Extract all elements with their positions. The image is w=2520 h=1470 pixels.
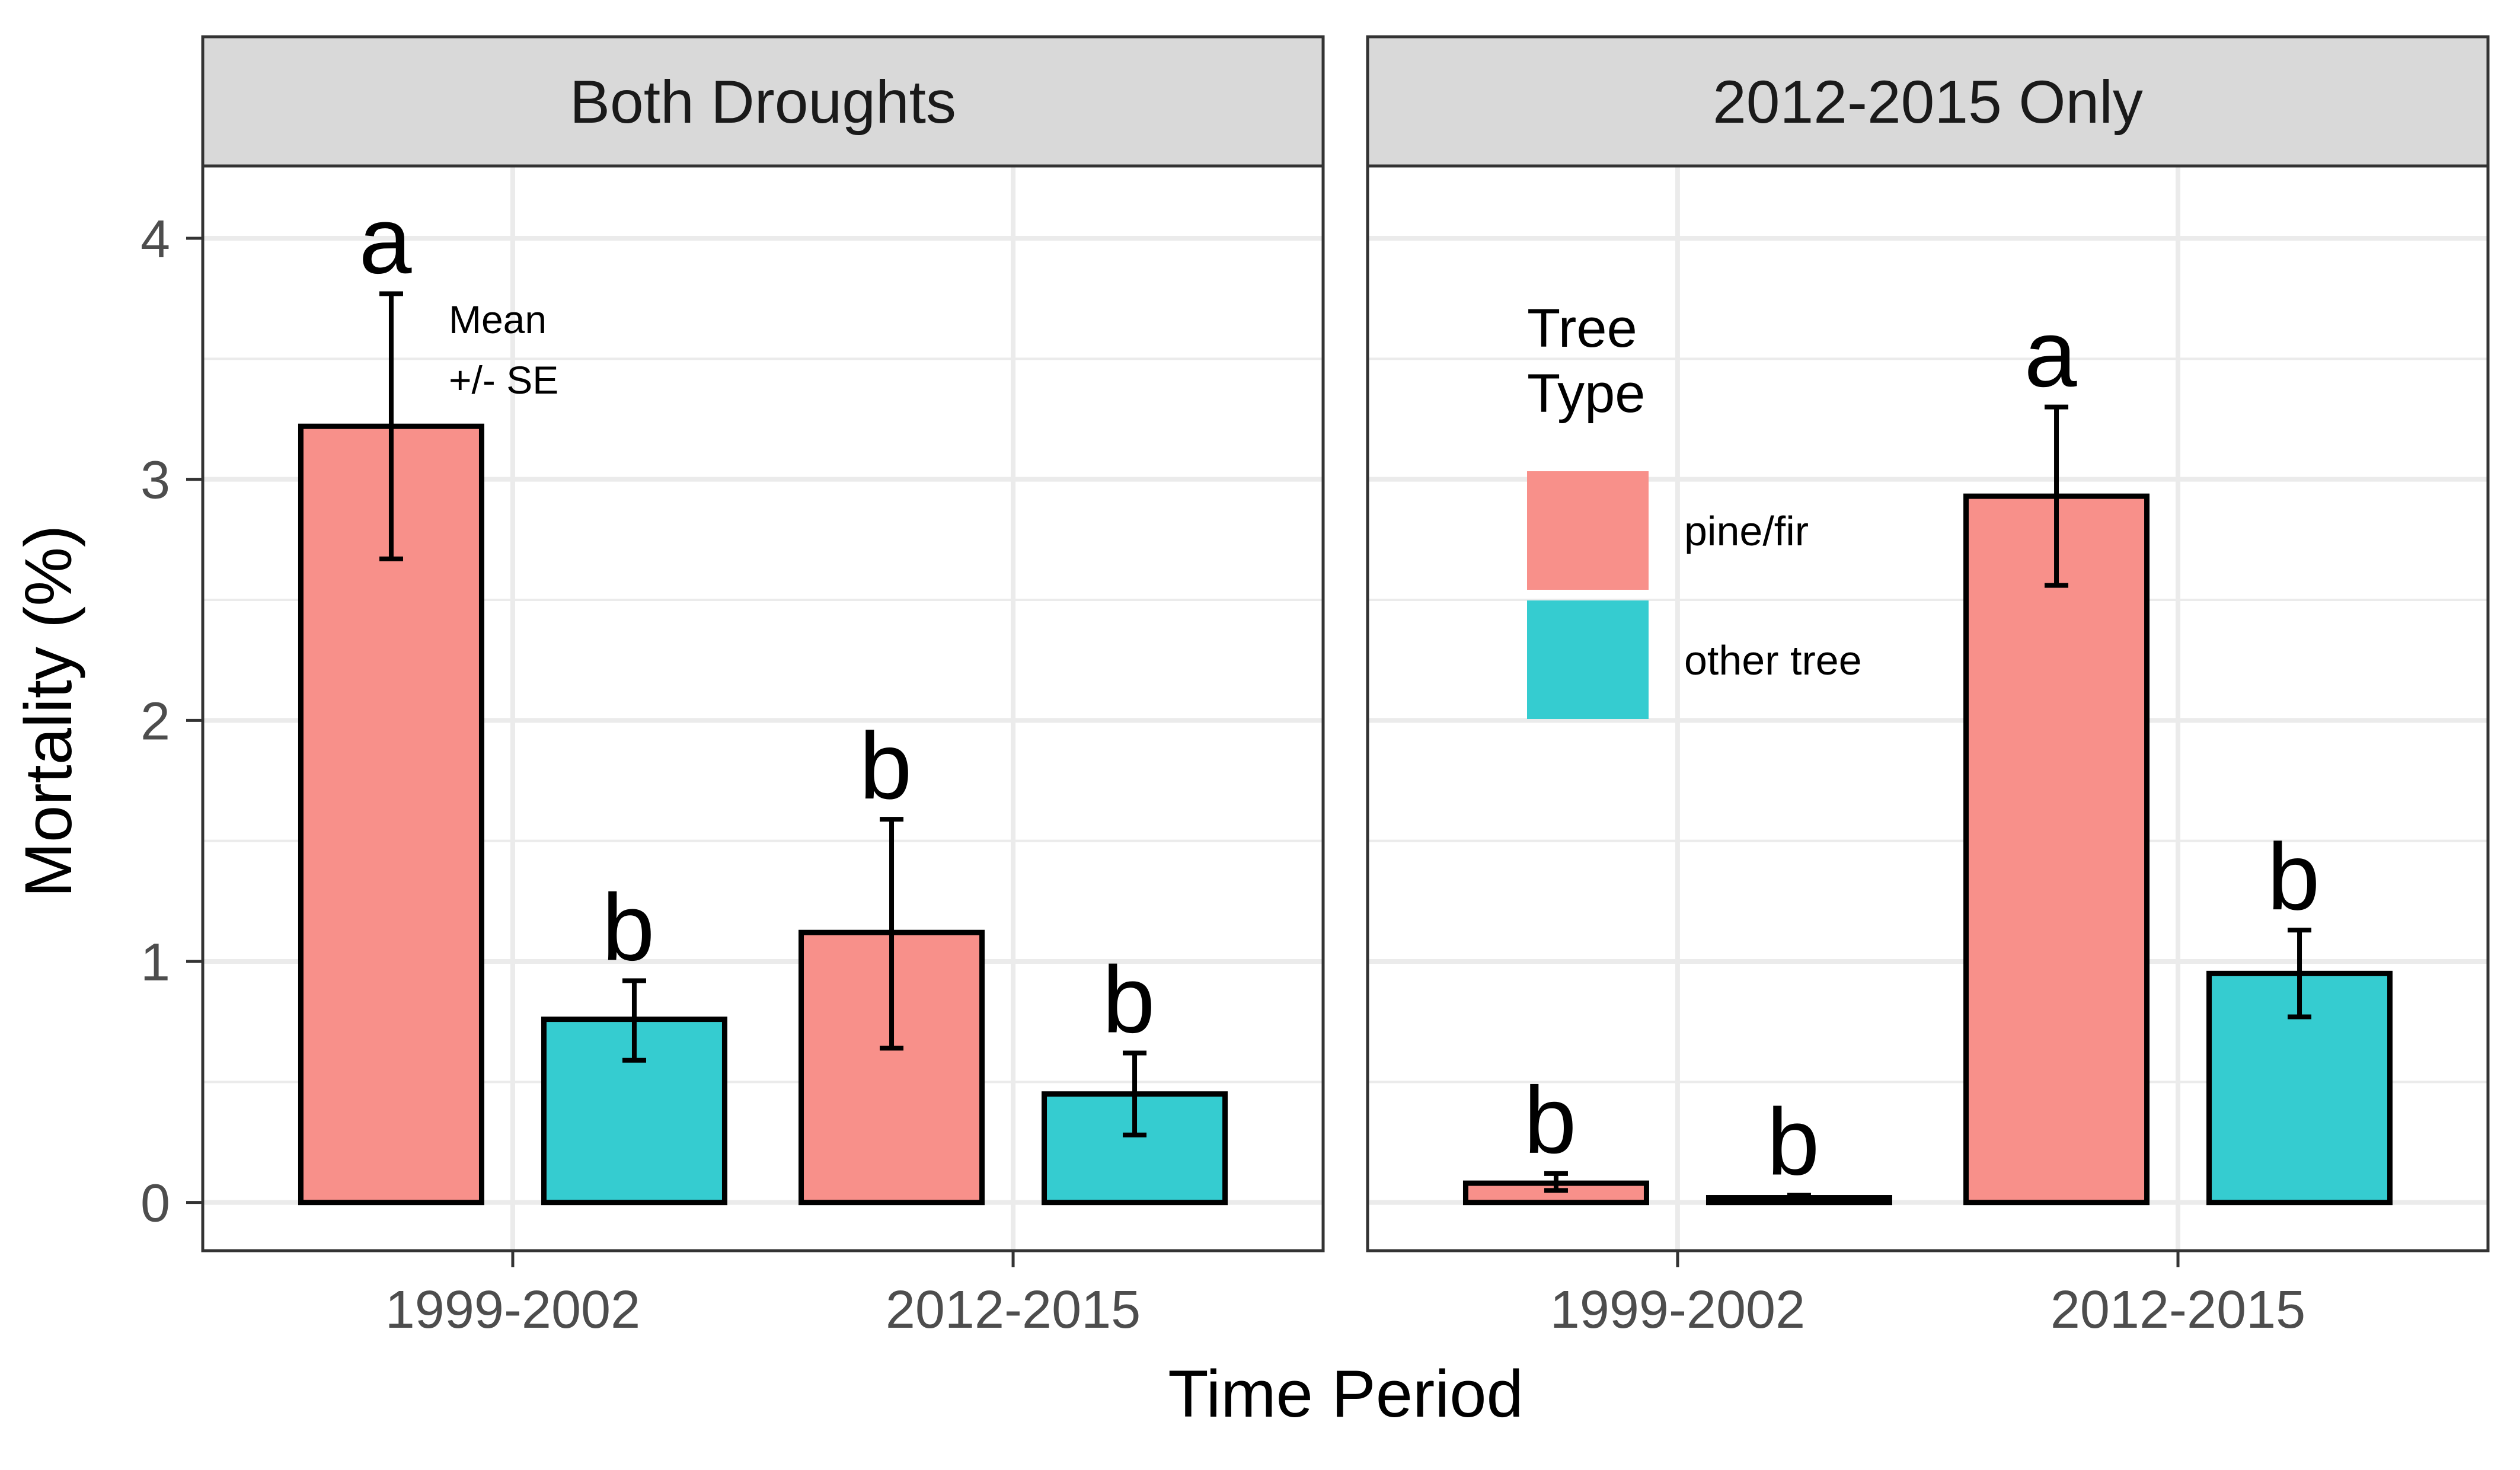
bar xyxy=(1963,493,2150,1206)
significance-letter: b xyxy=(2267,823,2320,929)
legend-key xyxy=(1527,600,1649,719)
y-tick-label: 3 xyxy=(140,451,170,510)
legend-title: Type xyxy=(1527,363,1645,424)
x-tick-label: 2012-2015 xyxy=(2051,1280,2305,1340)
se-annotation: Mean xyxy=(449,298,547,341)
significance-letter: a xyxy=(2024,301,2077,407)
significance-letter: b xyxy=(860,712,912,819)
facet-strip-label: 2012-2015 Only xyxy=(1713,68,2143,136)
y-axis-title: Mortality (%) xyxy=(11,525,85,897)
legend-key xyxy=(1527,471,1649,590)
panel-border xyxy=(1366,164,2490,1252)
x-tick-label: 2012-2015 xyxy=(886,1280,1141,1340)
facet-panels: Both Droughts a b b b 1999-2002 2012-2015 0 1 2 3 4… xyxy=(140,35,2490,1340)
panel-border xyxy=(201,164,1325,1252)
y-tick-label: 2 xyxy=(140,692,170,751)
significance-letter: b xyxy=(602,874,654,980)
significance-letter: b xyxy=(1524,1067,1576,1173)
y-tick-label: 0 xyxy=(140,1174,170,1233)
facet-strip xyxy=(201,35,1325,168)
x-tick-label: 1999-2002 xyxy=(1550,1280,1805,1340)
bar xyxy=(541,1017,727,1206)
legend-label: pine/fir xyxy=(1684,508,1809,554)
significance-letter: b xyxy=(1103,947,1155,1053)
facet-strip-label: Both Droughts xyxy=(570,68,956,136)
legend-title: Tree xyxy=(1527,298,1637,359)
se-annotation: +/- SE xyxy=(449,358,558,402)
facet-panel: Both Droughts a b b b 1999-2002 2012-2015 0 1 2 3 4… xyxy=(140,35,1325,1340)
significance-letter: a xyxy=(359,187,411,293)
y-tick-label: 1 xyxy=(140,933,170,992)
legend-label: other tree xyxy=(1684,637,1862,683)
y-tick-label: 4 xyxy=(140,210,170,269)
significance-letter: b xyxy=(1767,1088,1819,1194)
x-tick-label: 1999-2002 xyxy=(385,1280,640,1340)
bar xyxy=(1042,1091,1228,1206)
x-axis-title: Time Period xyxy=(1168,1357,1524,1431)
